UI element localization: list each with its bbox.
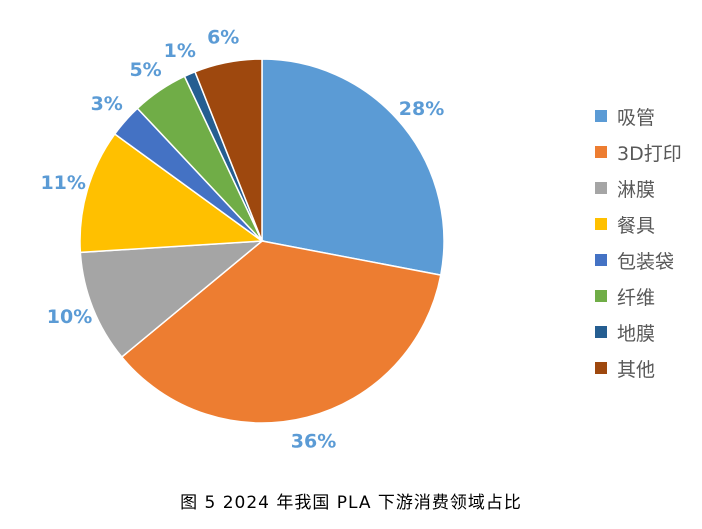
data-label-coating: 10% — [47, 306, 92, 328]
legend-item-fiber: 纤维 — [595, 278, 702, 314]
legend: 吸管 3D打印 淋膜 餐具 包装袋 纤维 地膜 其他 — [595, 98, 702, 386]
legend-item-coating: 淋膜 — [595, 170, 702, 206]
legend-swatch — [595, 326, 607, 338]
legend-label: 淋膜 — [617, 178, 656, 201]
data-label-mulch-film: 1% — [164, 40, 196, 62]
pie-slice-other — [194, 58, 263, 242]
legend-swatch — [595, 182, 607, 194]
legend-swatch — [595, 290, 607, 302]
legend-swatch — [595, 362, 607, 374]
data-label-tableware: 11% — [40, 172, 85, 194]
chart-panel: 28% 36% 10% 11% 3% 5% 1% 6% 吸管 3D打印 淋膜 餐具 包装袋 纤… — [22, 14, 682, 466]
legend-item-3d-printing: 3D打印 — [595, 134, 702, 170]
legend-swatch — [595, 146, 607, 158]
pie-slice-straw — [261, 58, 445, 276]
figure-caption: 图 5 2024 年我国 PLA 下游消费领域占比 — [180, 493, 522, 513]
data-label-straw: 28% — [399, 98, 444, 120]
legend-swatch — [595, 110, 607, 122]
legend-item-straw: 吸管 — [595, 98, 702, 134]
legend-label: 包装袋 — [617, 250, 675, 273]
pie-slice-coating — [79, 240, 265, 359]
pie-slice-tableware — [79, 132, 265, 254]
data-label-other: 6% — [207, 27, 239, 49]
pie-chart: 28% 36% 10% 11% 3% 5%1% 6% — [40, 27, 445, 453]
legend-swatch — [595, 254, 607, 266]
legend-item-mulch-film: 地膜 — [595, 314, 702, 350]
legend-label: 吸管 — [617, 106, 656, 129]
legend-label: 地膜 — [617, 322, 656, 345]
legend-item-other: 其他 — [595, 350, 702, 386]
legend-item-packaging-bag: 包装袋 — [595, 242, 702, 278]
data-label-fiber: 5% — [129, 59, 161, 81]
legend-label: 其他 — [617, 358, 656, 381]
pie-slice-3d-printing — [120, 240, 442, 424]
data-label-packaging-bag: 3% — [91, 93, 123, 115]
legend-label: 餐具 — [617, 214, 656, 237]
data-label-3d-printing: 36% — [291, 431, 336, 453]
legend-item-tableware: 餐具 — [595, 206, 702, 242]
legend-swatch — [595, 218, 607, 230]
legend-label: 纤维 — [617, 286, 656, 309]
legend-label: 3D打印 — [617, 142, 682, 165]
